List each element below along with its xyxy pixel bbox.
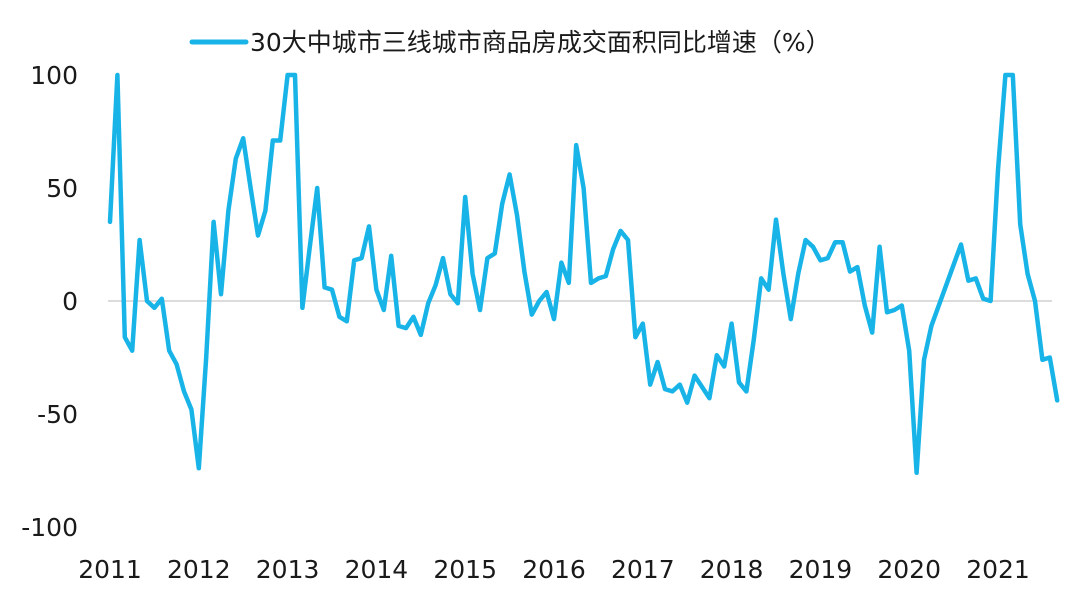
- y-tick-label: 100: [30, 61, 78, 90]
- y-tick-label: 50: [46, 174, 78, 203]
- x-tick-label: 2020: [877, 555, 941, 584]
- legend: 30大中城市三线城市商品房成交面积同比增速（%）: [189, 28, 831, 57]
- legend-label: 30大中城市三线城市商品房成交面积同比增速（%）: [250, 28, 831, 57]
- x-tick-label: 2021: [966, 555, 1030, 584]
- y-tick-label: -100: [21, 513, 78, 542]
- x-tick-label: 2013: [256, 555, 320, 584]
- x-tick-label: 2011: [78, 555, 142, 584]
- y-axis-tick-labels: 100 50 0 -50 -100: [21, 61, 78, 542]
- series-line: [107, 72, 1060, 476]
- x-tick-label: 2016: [522, 555, 586, 584]
- x-axis-tick-labels: 2011 2012 2013 2014 2015 2016 2017 2018 2019 2020…: [78, 555, 1030, 584]
- series-layer: [107, 72, 1060, 476]
- x-tick-label: 2012: [167, 555, 231, 584]
- x-tick-label: 2019: [789, 555, 853, 584]
- y-tick-label: 0: [62, 287, 78, 316]
- x-tick-label: 2014: [345, 555, 409, 584]
- x-tick-label: 2015: [433, 555, 497, 584]
- y-tick-label: -50: [37, 400, 78, 429]
- x-tick-label: 2018: [700, 555, 764, 584]
- x-tick-label: 2017: [611, 555, 675, 584]
